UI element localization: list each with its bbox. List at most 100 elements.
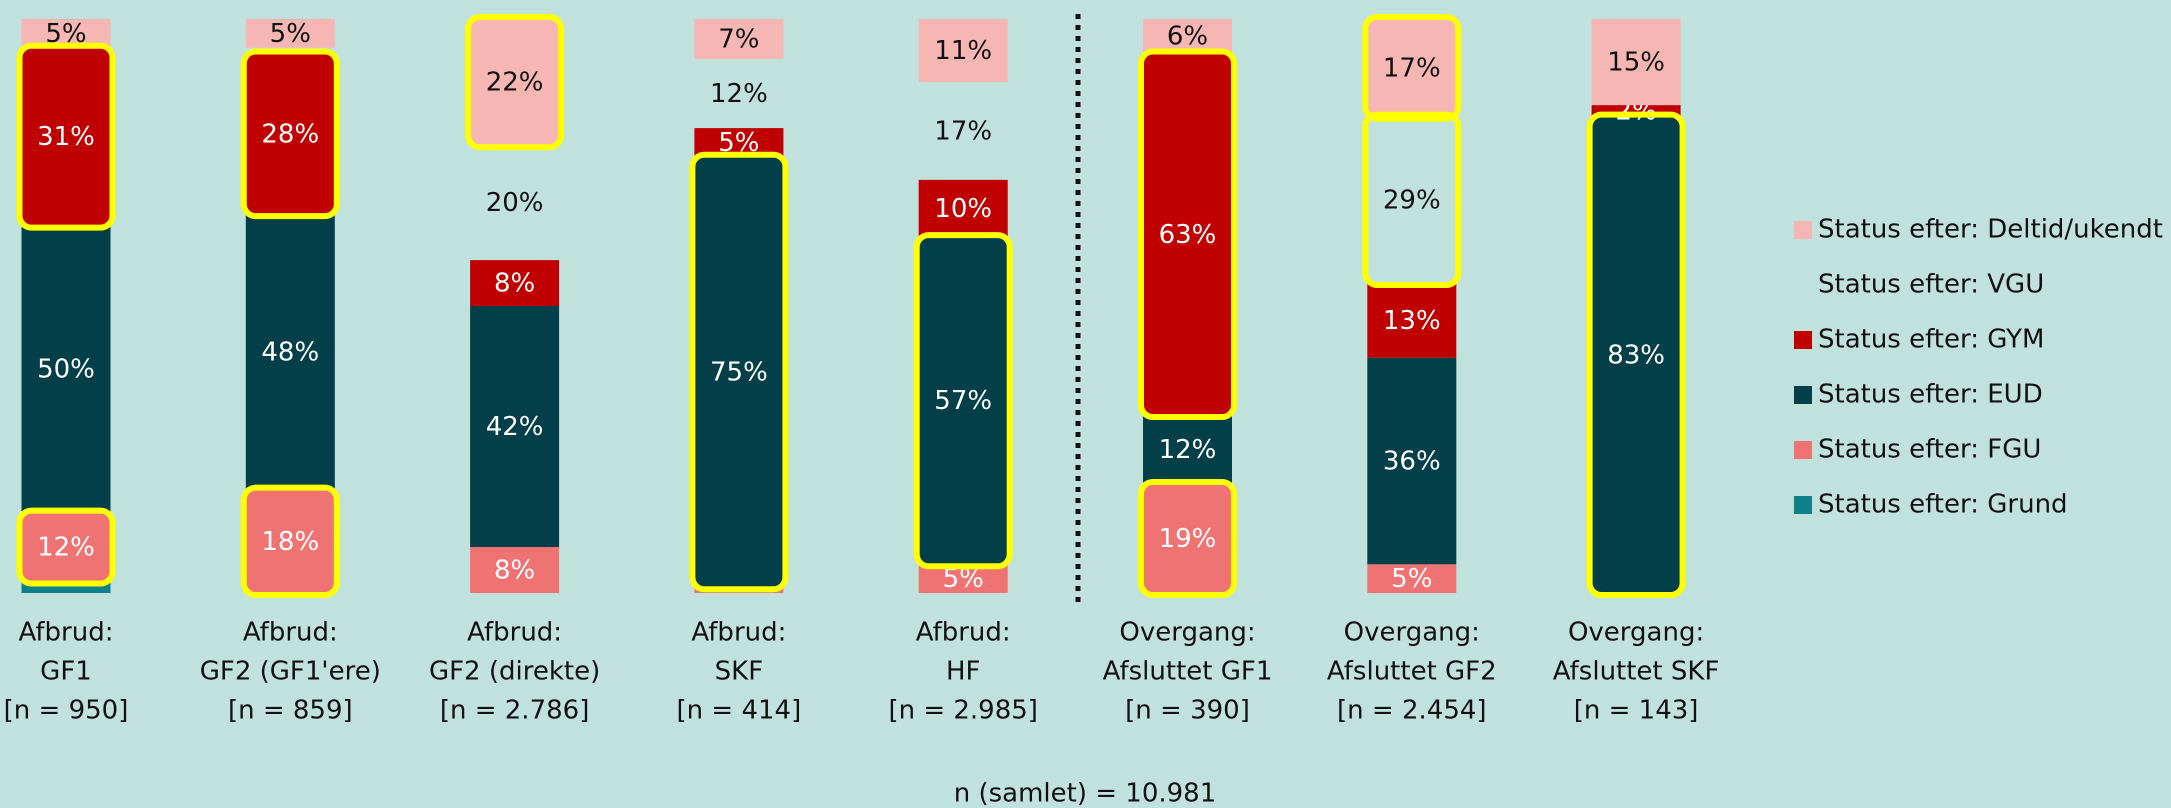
footnote: n (samlet) = 10.981 — [954, 779, 1217, 808]
x-tick-label: Afsluttet GF2 — [1327, 657, 1497, 687]
x-tick-label: SKF — [715, 657, 764, 687]
highlight-outline — [240, 48, 340, 220]
bar-segment — [1367, 283, 1457, 358]
data-label: 28% — [261, 119, 319, 149]
bar-segment — [470, 547, 560, 593]
data-label: 20% — [486, 188, 544, 218]
x-tick-label: [n = 414] — [677, 696, 802, 726]
data-label: 11% — [934, 36, 992, 66]
legend-label: Status efter: FGU — [1818, 435, 2041, 465]
x-tick-label: Overgang: — [1344, 618, 1480, 648]
highlight-outline — [16, 507, 116, 587]
bar-segment — [21, 512, 111, 582]
x-tick-label: GF2 (direkte) — [429, 657, 600, 687]
highlight-outline — [240, 484, 340, 598]
bar-segment — [1367, 564, 1457, 593]
x-tick-label: [n = 2.454] — [1337, 696, 1487, 726]
bar-segment — [1367, 116, 1457, 284]
data-label: 5% — [1391, 564, 1432, 594]
bar-segment — [918, 82, 1008, 180]
legend-swatch — [1794, 441, 1812, 459]
bar-segment — [470, 260, 560, 306]
x-tick-label: Overgang: — [1568, 618, 1704, 648]
bar-segment — [1591, 19, 1681, 106]
legend-label: Status efter: GYM — [1818, 325, 2044, 355]
x-tick-label: [n = 2.985] — [888, 696, 1038, 726]
data-label: 29% — [1383, 185, 1441, 215]
bar-segment — [245, 214, 335, 490]
data-label: 17% — [934, 116, 992, 146]
data-label: 42% — [486, 412, 544, 442]
x-tick-label: GF2 (GF1'ere) — [200, 657, 381, 687]
bar-segment — [918, 237, 1008, 565]
highlight-outline — [1586, 111, 1686, 599]
legend-swatch — [1794, 331, 1812, 349]
bar-segment — [21, 225, 111, 513]
data-label: 7% — [718, 25, 759, 55]
data-label: 36% — [1383, 446, 1441, 476]
x-tick-label: Afbrud: — [243, 618, 338, 648]
data-label: 57% — [934, 386, 992, 416]
x-tick-label: Afbrud: — [916, 618, 1011, 648]
legend-label: Status efter: VGU — [1818, 270, 2044, 300]
bar-segment — [1143, 415, 1232, 484]
bar-segment — [1367, 357, 1457, 565]
x-tick-label: [n = 950] — [4, 696, 129, 726]
bar-segment — [694, 156, 784, 588]
legend-swatch — [1794, 496, 1812, 514]
bar-segment — [21, 581, 111, 593]
bar-segment — [1367, 19, 1457, 117]
data-label: 15% — [1607, 48, 1665, 78]
highlight-outline — [1138, 478, 1237, 598]
data-label: 8% — [494, 269, 535, 299]
x-tick-label: [n = 390] — [1125, 696, 1250, 726]
bar-segment — [1591, 116, 1681, 593]
legend-label: Status efter: Deltid/ukendt — [1818, 215, 2163, 245]
data-label: 8% — [494, 556, 535, 586]
bar-segment — [1143, 53, 1232, 416]
data-label: 12% — [37, 533, 95, 563]
highlight-outline — [913, 232, 1013, 570]
x-tick-label: Afbrud: — [691, 618, 786, 648]
bar-segment — [470, 19, 560, 146]
x-tick-label: Overgang: — [1119, 618, 1255, 648]
x-tick-label: [n = 2.786] — [440, 696, 590, 726]
bar-segment — [470, 306, 560, 548]
data-label: 75% — [710, 358, 768, 388]
data-label: 10% — [934, 194, 992, 224]
data-label: 63% — [1159, 220, 1217, 250]
highlight-outline — [1138, 48, 1237, 421]
legend-label: Status efter: EUD — [1818, 380, 2043, 410]
highlight-outline — [1362, 111, 1462, 289]
legend-swatch — [1794, 276, 1812, 294]
highlight-outline — [16, 42, 116, 231]
data-label: 12% — [710, 79, 768, 109]
bar-segment — [694, 19, 784, 60]
data-label: 12% — [1159, 435, 1217, 465]
bar-segment — [470, 145, 560, 261]
data-label: 6% — [1167, 22, 1208, 52]
data-label: 18% — [261, 527, 319, 557]
x-tick-label: HF — [946, 657, 981, 687]
bar-segment — [1143, 19, 1232, 54]
x-tick-label: [n = 143] — [1574, 696, 1699, 726]
x-tick-label: Afsluttet GF1 — [1103, 657, 1273, 687]
highlight-outline — [1362, 14, 1462, 122]
bar-segment — [245, 53, 335, 215]
bar-segment — [245, 19, 335, 48]
bar-segment — [918, 19, 1008, 83]
x-tick-label: [n = 859] — [228, 696, 353, 726]
legend-label: Status efter: Grund — [1818, 490, 2068, 520]
highlight-outline — [465, 14, 565, 151]
x-tick-label: GF1 — [40, 657, 92, 687]
data-label: 17% — [1383, 53, 1441, 83]
data-label: 83% — [1607, 340, 1665, 370]
x-tick-label: Afsluttet SKF — [1553, 657, 1720, 687]
highlight-outline — [689, 151, 789, 593]
legend-swatch — [1794, 221, 1812, 239]
data-label: 48% — [261, 337, 319, 367]
legend-swatch — [1794, 386, 1812, 404]
data-label: 31% — [37, 122, 95, 152]
data-label: 22% — [486, 68, 544, 98]
